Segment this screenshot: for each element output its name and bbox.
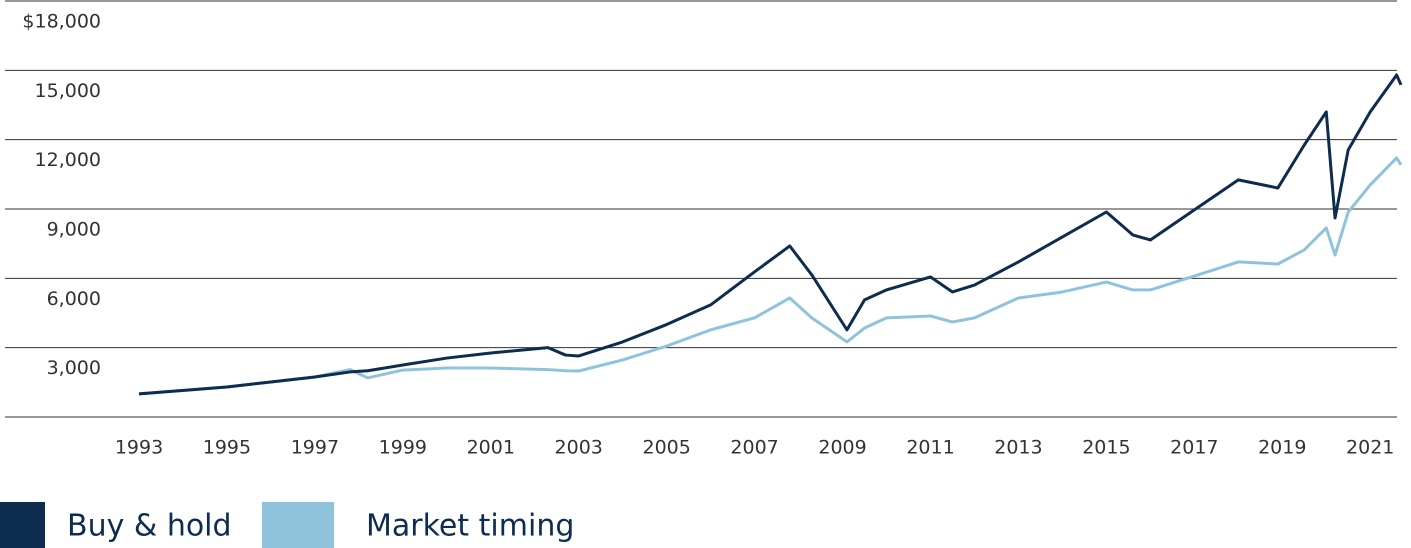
- x-tick-label: 2019: [1258, 437, 1306, 459]
- x-tick-label: 2005: [642, 437, 690, 459]
- x-tick-label: 2011: [906, 437, 954, 459]
- x-tick-label: 1999: [379, 437, 427, 459]
- y-tick-label: 15,000: [35, 80, 101, 102]
- x-tick-label: 2007: [730, 437, 778, 459]
- x-tick-label: 2009: [818, 437, 866, 459]
- legend-swatch: [262, 502, 334, 548]
- y-tick-label: $18,000: [22, 11, 101, 33]
- x-tick-label: 1995: [203, 437, 251, 459]
- legend-label: Market timing: [366, 509, 574, 544]
- y-tick-label: 3,000: [47, 357, 101, 379]
- series-line: [138, 73, 1403, 396]
- y-tick-label: 6,000: [47, 288, 101, 310]
- y-tick-label: 12,000: [35, 149, 101, 171]
- x-tick-label: 2015: [1082, 437, 1130, 459]
- x-tick-label: 2017: [1170, 437, 1218, 459]
- x-tick-label: 1997: [291, 437, 339, 459]
- x-tick-label: 1993: [115, 437, 163, 459]
- x-tick-label: 2001: [467, 437, 515, 459]
- y-tick-label: 9,000: [47, 219, 101, 241]
- x-tick-label: 2003: [555, 437, 603, 459]
- legend-label: Buy & hold: [67, 509, 232, 544]
- series-line: [138, 156, 1403, 396]
- x-tick-label: 2013: [994, 437, 1042, 459]
- legend-swatch: [0, 502, 45, 548]
- x-tick-label: 2021: [1346, 437, 1394, 459]
